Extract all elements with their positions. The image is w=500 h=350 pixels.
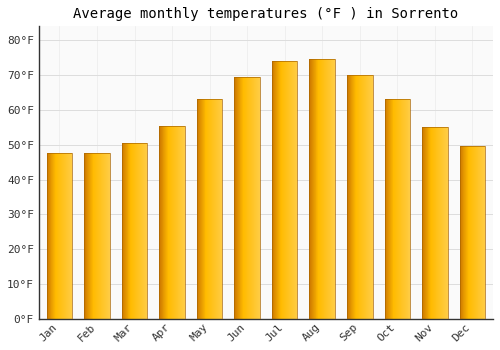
Bar: [46, 153, 72, 319]
Bar: [310, 60, 335, 319]
Bar: [197, 99, 222, 319]
Bar: [384, 99, 410, 319]
Bar: [122, 143, 148, 319]
Bar: [422, 127, 448, 319]
Bar: [272, 61, 297, 319]
Bar: [84, 153, 110, 319]
Bar: [234, 77, 260, 319]
Bar: [347, 75, 372, 319]
Bar: [160, 126, 185, 319]
Title: Average monthly temperatures (°F ) in Sorrento: Average monthly temperatures (°F ) in So…: [74, 7, 458, 21]
Bar: [460, 146, 485, 319]
